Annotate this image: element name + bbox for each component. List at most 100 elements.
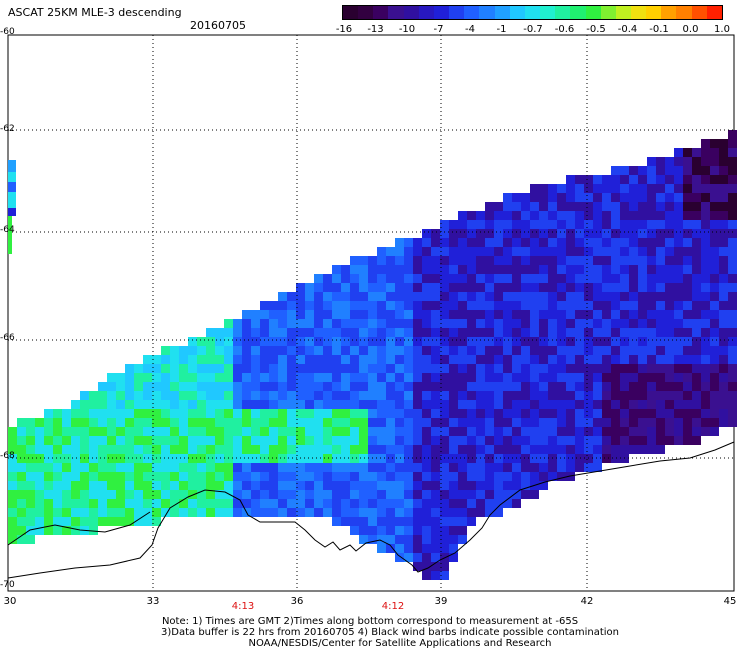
swath-cell [386,517,395,526]
swath-cell [494,427,503,436]
swath-cell [476,508,485,517]
swath-cell [368,337,377,346]
swath-cell [449,526,458,535]
swath-cell [719,373,728,382]
swath-cell [233,445,242,454]
swath-cell [278,472,287,481]
swath-cell [422,472,431,481]
swath-cell [638,283,647,292]
swath-cell [386,346,395,355]
swath-cell [674,274,683,283]
swath-cell [638,175,647,184]
swath-cell [530,436,539,445]
swath-cell [413,463,422,472]
swath-cell [395,346,404,355]
swath-cell [620,364,629,373]
swath-cell [116,436,125,445]
swath-cell [530,256,539,265]
swath-cell [251,490,260,499]
swath-cell [296,328,305,337]
swath-cell [485,427,494,436]
note-line-2: 3)Data buffer is 22 hrs from 20160705 4)… [161,627,619,638]
swath-cell [269,382,278,391]
swath-cell [458,247,467,256]
swath-cell [251,364,260,373]
swath-cell [512,499,521,508]
swath-cell [395,355,404,364]
swath-cell [692,310,701,319]
swath-cell [422,454,431,463]
swath-cell [206,454,215,463]
swath-cell [125,472,134,481]
swath-cell [395,490,404,499]
swath-cell [566,265,575,274]
swath-cell [116,490,125,499]
swath-cell [323,283,332,292]
swath-cell [422,256,431,265]
swath-cell [179,409,188,418]
swath-cell [395,409,404,418]
swath-cell [647,211,656,220]
swath-cell [17,517,26,526]
swath-cell [242,400,251,409]
swath-cell [584,202,593,211]
swath-cell [107,454,116,463]
swath-cell [368,526,377,535]
swath-cell [377,256,386,265]
swath-cell [512,319,521,328]
swath-cell [593,283,602,292]
swath-cell [323,355,332,364]
swath-cell [413,328,422,337]
swath-cell [656,346,665,355]
swath-cell [323,409,332,418]
swath-cell [323,292,332,301]
swath-cell [134,508,143,517]
swath-cell [656,400,665,409]
swath-cell [494,319,503,328]
swath-cell [233,427,242,436]
swath-cell [323,508,332,517]
swath-cell [53,499,62,508]
swath-cell [611,418,620,427]
swath-cell [485,499,494,508]
swath-cell [575,373,584,382]
swath-cell [665,274,674,283]
swath-cell [368,427,377,436]
swath-cell [557,409,566,418]
swath-cell [665,373,674,382]
swath-cell [26,436,35,445]
swath-cell [575,382,584,391]
swath-cell [503,220,512,229]
swath-cell [413,247,422,256]
swath-cell [665,436,674,445]
swath-cell [539,319,548,328]
swath-cell [323,463,332,472]
swath-cell [440,535,449,544]
swath-cell [377,346,386,355]
swath-cell [539,391,548,400]
swath-cell [566,328,575,337]
swath-cell [296,490,305,499]
swath-cell [368,490,377,499]
swath-cell [314,508,323,517]
swath-cell [728,391,737,400]
swath-cell [404,526,413,535]
swath-cell [260,427,269,436]
swath-cell [494,238,503,247]
lon-label: 42 [580,596,594,607]
swath-cell [728,274,737,283]
swath-cell [674,418,683,427]
swath-cell [485,445,494,454]
swath-cell [476,247,485,256]
swath-cell [485,256,494,265]
swath-cell [278,382,287,391]
swath-cell [152,508,161,517]
swath-cell [620,193,629,202]
swath-cell [143,391,152,400]
swath-cell [647,292,656,301]
swath-cell [413,373,422,382]
swath-cell [71,454,80,463]
swath-cell [170,454,179,463]
swath-cell [539,328,548,337]
swath-cell [620,346,629,355]
